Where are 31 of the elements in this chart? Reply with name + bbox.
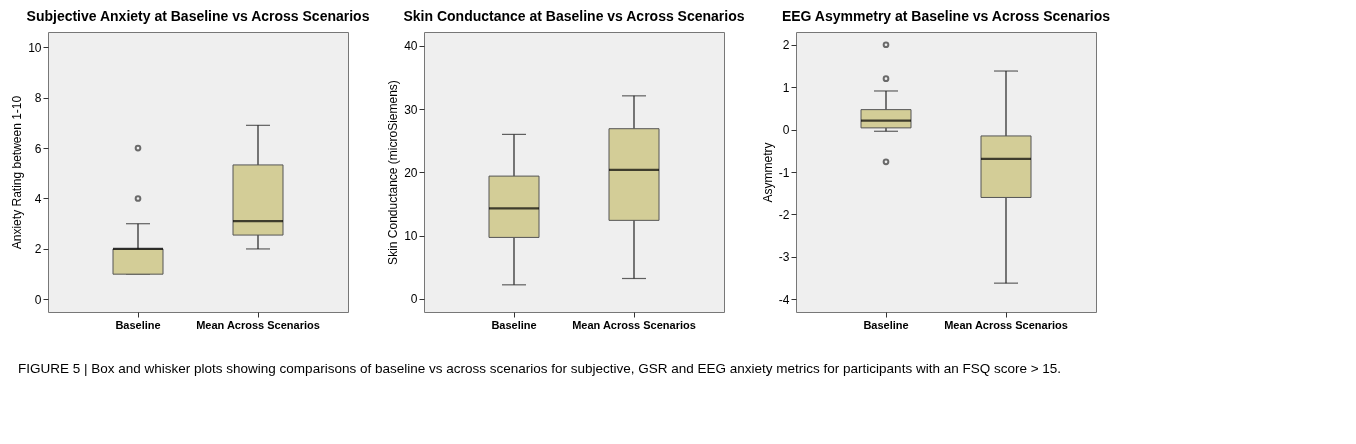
y-tick-label: 4 [34,191,42,206]
y-axis-title: Anxiety Rating between 1-10 [10,95,25,250]
y-tick-label: 20 [404,165,418,180]
y-tick-label: 10 [28,40,42,55]
chart-title: EEG Asymmetry at Baseline vs Across Scenarios [781,8,1111,24]
y-tick-label: 1 [782,80,790,95]
chart-title: Skin Conductance at Baseline vs Across Scenarios [403,8,745,24]
x-tick-label: Baseline [491,318,537,331]
y-tick-label: 30 [404,102,418,117]
x-tick-label: Mean Across Scenarios [196,318,320,331]
y-tick-label: 2 [782,38,790,53]
caption: FIGURE 5 | Box and whisker plots showing comparisons of baseline vs across scenarios for subjective, GSR and EEG anxiety metrics for participants with an FSQ score > 15. [18,360,1063,378]
y-axis-title: Asymmetry [760,142,775,203]
y-tick-label: 10 [404,229,418,244]
y-tick-label: -2 [778,207,790,222]
y-tick-label: 8 [34,91,42,106]
x-tick-label: Mean Across Scenarios [572,318,696,331]
y-tick-label: -4 [778,292,790,307]
y-tick-label: 2 [34,242,42,257]
x-tick-label: Baseline [115,318,161,331]
y-tick-label: -3 [778,250,790,265]
y-tick-label: 0 [34,292,42,307]
y-tick-label: 6 [34,141,42,156]
y-tick-label: 40 [404,39,418,54]
y-axis-title: Skin Conductance (microSiemens) [386,80,401,265]
chart-title: Subjective Anxiety at Baseline vs Across Scenarios [26,8,370,24]
x-tick-label: Mean Across Scenarios [944,318,1068,331]
x-tick-label: Baseline [863,318,909,331]
y-tick-label: 0 [410,292,418,307]
y-tick-label: 0 [782,123,790,138]
y-tick-label: -1 [778,165,790,180]
